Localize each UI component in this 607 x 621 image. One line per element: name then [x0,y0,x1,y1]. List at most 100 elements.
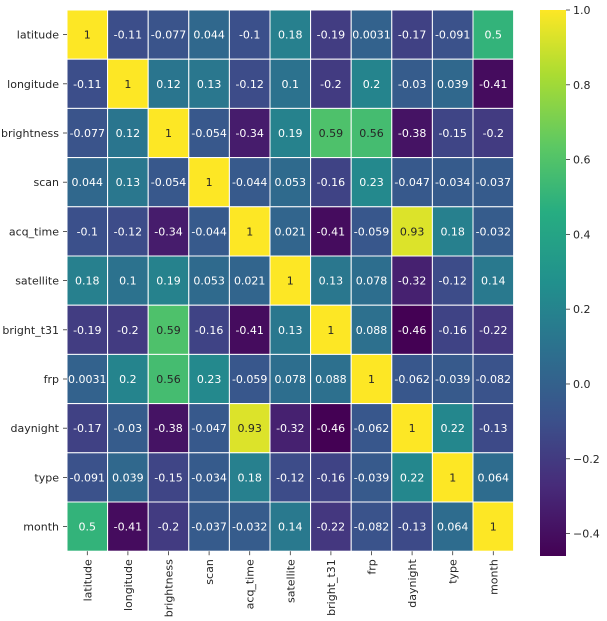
cell-value-label: 0.56 [359,127,384,140]
cell-value-label: 0.93 [400,225,425,238]
cell-value-label: -0.12 [235,78,263,91]
heatmap-cell-month-acq_time [228,501,271,552]
heatmap-cell-bright_t31-latitude [66,304,109,355]
cell-value-label: -0.047 [394,176,429,189]
colorbar-tick-label: −0.4 [573,528,600,541]
cell-value-label: -0.38 [398,127,426,140]
heatmap-cell-brightness-daynight [391,107,433,159]
heatmap-cell-bright_t31-brightness [147,304,190,355]
cell-value-label: -0.16 [195,324,223,337]
cell-value-label: 1 [368,373,375,386]
cell-value-label: -0.03 [114,422,142,435]
heatmap-cell-scan-bright_t31 [310,157,352,208]
heatmap-cell-daynight-frp [350,403,393,454]
heatmap-cell-type-acq_time [228,452,271,503]
cell-value-label: -0.1 [77,225,98,238]
cell-value-label: 1 [449,471,456,484]
row-tick-labels: latitude longitude brightness scan acq_times… [1,29,67,534]
cell-value-label: 0.18 [440,225,465,238]
cell-value-label: -0.054 [191,127,226,140]
heatmap-cell-type-satellite [269,452,312,503]
cell-value-label: -0.037 [191,521,226,534]
heatmap-cell-daynight-daynight [391,403,433,454]
cell-value-label: 0.93 [237,422,262,435]
cell-value-label: 0.0031 [352,29,391,42]
cell-value-label: -0.19 [317,29,345,42]
heatmap-cell-bright_t31-scan [188,304,230,355]
heatmap-cell-type-brightness [147,452,190,503]
heatmap-cell-frp-acq_time [228,353,271,405]
row-tick-label: latitude [17,29,59,42]
heatmap-cell-acq_time-daynight [391,206,433,257]
cell-value-label: -0.12 [276,471,304,484]
cell-value-label: -0.082 [354,521,389,534]
heatmap-cell-month-brightness [147,501,190,552]
colorbar-ticks: 1.0 0.8 0.6 0.4 0.2 0.0 −0.2 −0.4 [566,4,600,541]
row-tick-label: scan [34,176,60,189]
heatmap-cell-latitude-latitude [66,9,109,60]
heatmap-cell-frp-longitude [107,353,149,405]
cell-value-label: -0.059 [354,225,389,238]
cell-value-label: -0.16 [317,176,345,189]
cell-value-label: 0.14 [481,275,506,288]
column-tick-label: acq_time [244,559,257,609]
cell-value-label: 0.12 [116,127,141,140]
cell-value-label: 0.22 [440,422,465,435]
heatmap-cell-month-satellite [269,501,312,552]
heatmap-cell-scan-type [431,157,474,208]
column-tick-label: satellite [284,559,297,603]
row-tick-label: type [34,471,59,484]
cell-value-label: 0.039 [437,78,469,91]
cell-value-label: -0.2 [158,521,179,534]
cell-value-label: 0.053 [275,176,307,189]
cell-value-label: -0.054 [151,176,186,189]
cell-value-label: -0.062 [354,422,389,435]
cell-value-label: -0.2 [320,78,341,91]
heatmap-cell-acq_time-brightness [147,206,190,257]
heatmap-cell-bright_t31-frp [350,304,393,355]
cell-value-label: 1 [124,78,131,91]
colorbar-tick-label: 0.4 [573,228,591,241]
row-tick-label: longitude [7,78,59,91]
cell-value-label: 0.044 [193,29,225,42]
cell-value-label: 0.044 [72,176,104,189]
cell-value-label: -0.03 [398,78,426,91]
cell-value-label: -0.46 [317,422,345,435]
cell-value-label: -0.41 [317,225,345,238]
heatmap-cell-satellite-scan [188,255,230,306]
heatmap-cell-frp-type [431,353,474,405]
cell-value-label: 0.021 [234,275,266,288]
row-tick-label: frp [44,373,59,386]
cell-value-label: -0.22 [479,324,507,337]
heatmap-cell-month-daynight [391,501,433,552]
colorbar-tick-label: 0.2 [573,303,591,316]
heatmap-cell-longitude-acq_time [228,58,271,109]
cell-value-label: 0.021 [275,225,307,238]
heatmap-cell-longitude-frp [350,58,393,109]
cell-value-label: 0.22 [400,471,425,484]
heatmap-cell-frp-month [472,353,515,405]
cell-value-label: 0.5 [485,29,503,42]
cell-value-label: -0.38 [154,422,182,435]
heatmap-cell-acq_time-longitude [107,206,149,257]
heatmap-cell-acq_time-bright_t31 [310,206,352,257]
heatmap-cell-brightness-acq_time [228,107,271,159]
cell-value-label: -0.037 [476,176,511,189]
heatmap-cell-longitude-type [431,58,474,109]
cell-value-label: 0.14 [278,521,303,534]
heatmap-cell-month-frp [350,501,393,552]
cell-value-label: 0.078 [356,275,388,288]
cell-value-label: 0.2 [119,373,137,386]
heatmap-cell-daynight-type [431,403,474,454]
heatmap-cell-bright_t31-satellite [269,304,312,355]
cell-value-labels: 1 -0.11 -0.077 0.044 -0.1 0.18 -0.19 0.0031 -0.1… [68,29,511,534]
heatmap-cell-scan-satellite [269,157,312,208]
heatmap-cell-latitude-frp [350,9,393,60]
row-tick-label: satellite [15,275,59,288]
colorbar-tick-label: 0.8 [573,79,591,92]
colorbar-gradient-bar [540,10,566,556]
heatmap-cell-type-scan [188,452,230,503]
heatmap-cell-frp-bright_t31 [310,353,352,405]
heatmap-cell-acq_time-satellite [269,206,312,257]
